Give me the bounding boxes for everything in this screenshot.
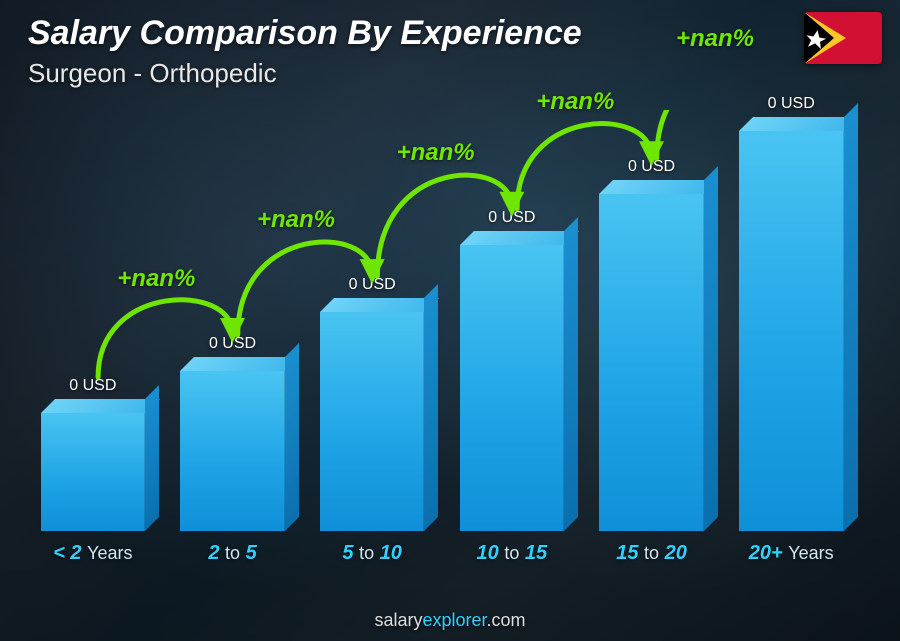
bar-side-face <box>704 166 718 531</box>
bar-front <box>180 371 285 531</box>
bar-side-face <box>564 217 578 531</box>
bar-top-face <box>599 180 718 194</box>
bar-top-face <box>320 298 439 312</box>
footer-brand: salaryexplorer.com <box>0 610 900 631</box>
bar-top-face <box>180 357 299 371</box>
bar-front <box>599 194 704 531</box>
delta-label: +nan% <box>397 139 475 167</box>
country-flag-icon <box>804 12 882 64</box>
x-axis-label: 20+ Years <box>730 542 852 565</box>
bar-slot: 0 USD <box>730 110 852 531</box>
chart-title: Salary Comparison By Experience <box>28 14 582 53</box>
x-label-to: to <box>359 543 374 563</box>
x-label-from: 10 <box>477 542 499 564</box>
bar-front <box>41 413 146 531</box>
bar-value-label: 0 USD <box>349 276 396 294</box>
bar-side-face <box>424 284 438 531</box>
bar-value-label: 0 USD <box>628 158 675 176</box>
bar-side-face <box>844 103 858 531</box>
bar-front <box>739 131 844 531</box>
bar-slot: 0 USD <box>172 110 294 531</box>
bar: 0 USD <box>41 413 146 531</box>
bar-slot: 0 USD <box>32 110 154 531</box>
bar-slot: 0 USD <box>451 110 573 531</box>
bar-value-label: 0 USD <box>209 335 256 353</box>
delta-label: +nan% <box>257 206 335 234</box>
x-axis-label: 15 to 20 <box>591 542 713 565</box>
bar-slot: 0 USD <box>591 110 713 531</box>
bar-side-face <box>285 343 299 531</box>
x-axis-label: 5 to 10 <box>311 542 433 565</box>
bar: 0 USD <box>180 371 285 531</box>
x-label-to-val: 5 <box>246 542 257 564</box>
bar-front <box>460 245 565 531</box>
bar: 0 USD <box>320 312 425 531</box>
x-label-to-val: 20 <box>665 542 687 564</box>
x-label-to-val: 15 <box>525 542 547 564</box>
bar-value-label: 0 USD <box>69 377 116 395</box>
x-label-to-val: 10 <box>380 542 402 564</box>
bar-value-label: 0 USD <box>488 209 535 227</box>
chart-card: Salary Comparison By Experience Surgeon … <box>0 0 900 641</box>
bar-chart: 0 USD 0 USD 0 USD 0 USD 0 USD 0 USD < 2 Years… <box>32 110 852 561</box>
x-axis-label: 10 to 15 <box>451 542 573 565</box>
bars-container: 0 USD 0 USD 0 USD 0 USD 0 USD 0 USD <box>32 110 852 531</box>
x-label-main: < 2 <box>53 542 81 564</box>
x-axis-label: < 2 Years <box>32 542 154 565</box>
x-label-unit: Years <box>788 543 833 563</box>
bar-top-face <box>739 117 858 131</box>
bar: 0 USD <box>739 131 844 531</box>
x-label-to: to <box>504 543 519 563</box>
bar-value-label: 0 USD <box>768 95 815 113</box>
x-label-from: 15 <box>616 542 638 564</box>
bar-slot: 0 USD <box>311 110 433 531</box>
bar-front <box>320 312 425 531</box>
brand-highlight: explorer <box>422 610 486 630</box>
x-label-to: to <box>225 543 240 563</box>
x-label-from: 2 <box>208 542 219 564</box>
x-label-unit: Years <box>87 543 132 563</box>
delta-label: +nan% <box>536 88 614 116</box>
x-axis-label: 2 to 5 <box>172 542 294 565</box>
bar-top-face <box>41 399 160 413</box>
x-label-main: 20+ <box>749 542 783 564</box>
bar: 0 USD <box>460 245 565 531</box>
brand-pre: salary <box>374 610 422 630</box>
brand-post: .com <box>487 610 526 630</box>
x-axis-labels: < 2 Years2 to 55 to 1010 to 1515 to 2020… <box>32 542 852 565</box>
bar-side-face <box>145 385 159 531</box>
x-label-from: 5 <box>342 542 353 564</box>
bar: 0 USD <box>599 194 704 531</box>
delta-label: +nan% <box>117 265 195 293</box>
delta-label: +nan% <box>676 25 754 53</box>
chart-subtitle: Surgeon - Orthopedic <box>28 58 277 89</box>
bar-top-face <box>460 231 579 245</box>
x-label-to: to <box>644 543 659 563</box>
